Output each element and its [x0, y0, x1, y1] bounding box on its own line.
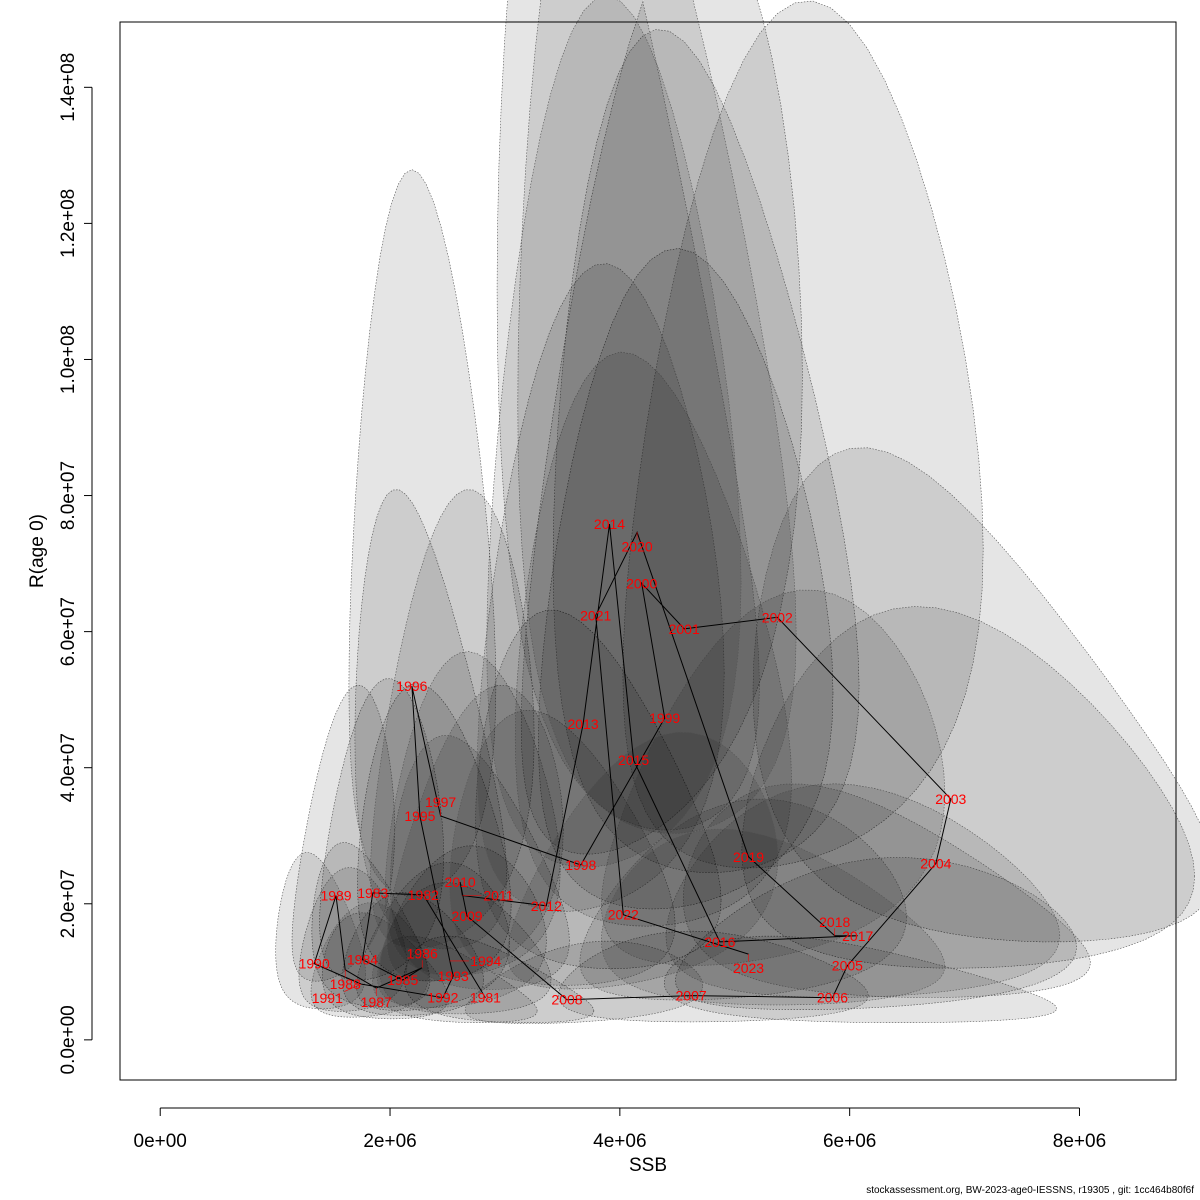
- point-label-1986: 1986: [407, 946, 438, 962]
- point-label-2020: 2020: [622, 538, 653, 554]
- point-label-2002: 2002: [762, 609, 793, 625]
- point-label-2006: 2006: [817, 990, 848, 1006]
- ellipse-2001: [552, 29, 860, 874]
- point-label-1996: 1996: [396, 678, 427, 694]
- ellipse-2014: [496, 0, 760, 831]
- ellipse-2017: [682, 783, 1091, 998]
- plot-frame: [119, 21, 1177, 1081]
- footer-credit: stockassessment.org, BW-2023-age0-IESSNS…: [866, 1185, 1194, 1196]
- y-axis: 0.0e+00 2.0e+07 4.0e+07 6.0e+07 8.0e+07 1.0e+…: [58, 53, 93, 1074]
- label-leader-1991: [344, 983, 362, 992]
- point-label-2015: 2015: [618, 752, 649, 768]
- point-label-1985: 1985: [387, 972, 418, 988]
- point-label-2013: 2013: [567, 716, 598, 732]
- y-tick-label: 1.0e+08: [58, 325, 79, 394]
- point-label-2010: 2010: [445, 874, 476, 890]
- y-tick-label: 1.4e+08: [58, 53, 79, 122]
- point-label-2018: 2018: [819, 914, 850, 930]
- ellipse-1996: [348, 169, 497, 897]
- x-tick-label: 0e+00: [134, 1131, 187, 1152]
- ellipse-1983: [319, 678, 445, 981]
- point-label-2021: 2021: [580, 607, 611, 623]
- ellipse-2003: [752, 447, 1200, 943]
- y-tick-label: 2.0e+07: [58, 869, 79, 938]
- point-label-1982: 1982: [408, 887, 439, 903]
- point-label-2023: 2023: [733, 960, 764, 976]
- point-label-2001: 2001: [669, 621, 700, 637]
- ellipse-2000: [520, 0, 803, 855]
- point-label-1983: 1983: [357, 885, 388, 901]
- point-label-2019: 2019: [733, 849, 764, 865]
- y-tick-label: 4.0e+07: [58, 733, 79, 802]
- point-label-2016: 2016: [704, 934, 735, 950]
- ellipse-1995: [354, 489, 507, 950]
- confidence-ellipses: [275, 0, 1200, 1024]
- ellipse-1987: [321, 912, 449, 1020]
- y-tick-label: 0.0e+00: [58, 1005, 79, 1074]
- point-label-1999: 1999: [649, 710, 680, 726]
- ellipse-1993: [379, 882, 552, 1015]
- point-label-2017: 2017: [842, 928, 873, 944]
- point-label-1994: 1994: [470, 953, 501, 969]
- ellipse-1990: [275, 852, 366, 1010]
- y-axis-label: R(age 0): [27, 514, 48, 588]
- ellipse-1999: [538, 248, 834, 910]
- y-tick-label: 1.2e+08: [58, 189, 79, 258]
- ellipse-1984: [311, 842, 431, 1008]
- ellipse-2010: [384, 651, 561, 977]
- point-label-1989: 1989: [320, 888, 351, 904]
- ellipse-1994: [376, 845, 547, 1008]
- ellipse-2005: [675, 857, 1078, 1010]
- ellipse-1982: [357, 683, 512, 982]
- point-label-1993: 1993: [438, 968, 469, 984]
- ellipse-2016: [579, 798, 907, 1001]
- point-label-2005: 2005: [832, 958, 863, 974]
- ellipse-2006: [663, 935, 1058, 1023]
- point-label-2004: 2004: [920, 856, 951, 872]
- point-label-1990: 1990: [299, 956, 330, 972]
- point-label-1988: 1988: [330, 976, 361, 992]
- point-label-1995: 1995: [404, 808, 435, 824]
- x-tick-label: 2e+06: [363, 1131, 416, 1152]
- point-label-2000: 2000: [626, 575, 657, 591]
- ellipse-1981: [403, 935, 595, 1023]
- point-label-2011: 2011: [483, 888, 513, 904]
- point-label-2003: 2003: [935, 791, 966, 807]
- point-label-1981: 1981: [470, 990, 501, 1006]
- ellipse-2012: [449, 709, 676, 986]
- ellipse-2007: [557, 930, 869, 1023]
- x-axis-label: SSB: [629, 1155, 667, 1176]
- y-tick-label: 8.0e+07: [58, 461, 79, 530]
- point-label-2014: 2014: [594, 516, 625, 532]
- x-tick-label: 6e+06: [823, 1131, 876, 1152]
- point-label-1998: 1998: [565, 857, 596, 873]
- point-label-2022: 2022: [608, 907, 639, 923]
- point-label-1984: 1984: [347, 952, 378, 968]
- point-label-2008: 2008: [551, 992, 582, 1008]
- ellipse-2008: [464, 940, 704, 1024]
- x-axis: 0e+00 2e+06 4e+06 6e+06 8e+06: [134, 1107, 1106, 1152]
- point-label-2007: 2007: [676, 988, 707, 1004]
- ellipse-2002: [622, 0, 984, 869]
- ellipse-2019: [600, 589, 946, 966]
- ellipse-2009: [389, 735, 570, 990]
- ellipse-2018: [665, 783, 1061, 998]
- x-tick-label: 4e+06: [593, 1131, 646, 1152]
- ellipse-2022: [507, 731, 779, 990]
- point-label-1987: 1987: [361, 994, 392, 1010]
- ellipse-2020: [517, 0, 797, 834]
- point-label-1992: 1992: [427, 990, 458, 1006]
- y-tick-label: 6.0e+07: [58, 597, 79, 666]
- label-leader-lines: [344, 532, 836, 996]
- point-label-2009: 2009: [451, 908, 482, 924]
- point-label-2012: 2012: [531, 898, 562, 914]
- point-label-1991: 1991: [312, 990, 343, 1006]
- ellipse-1985: [341, 892, 484, 1016]
- x-tick-label: 8e+06: [1053, 1131, 1106, 1152]
- point-label-1997: 1997: [425, 794, 456, 810]
